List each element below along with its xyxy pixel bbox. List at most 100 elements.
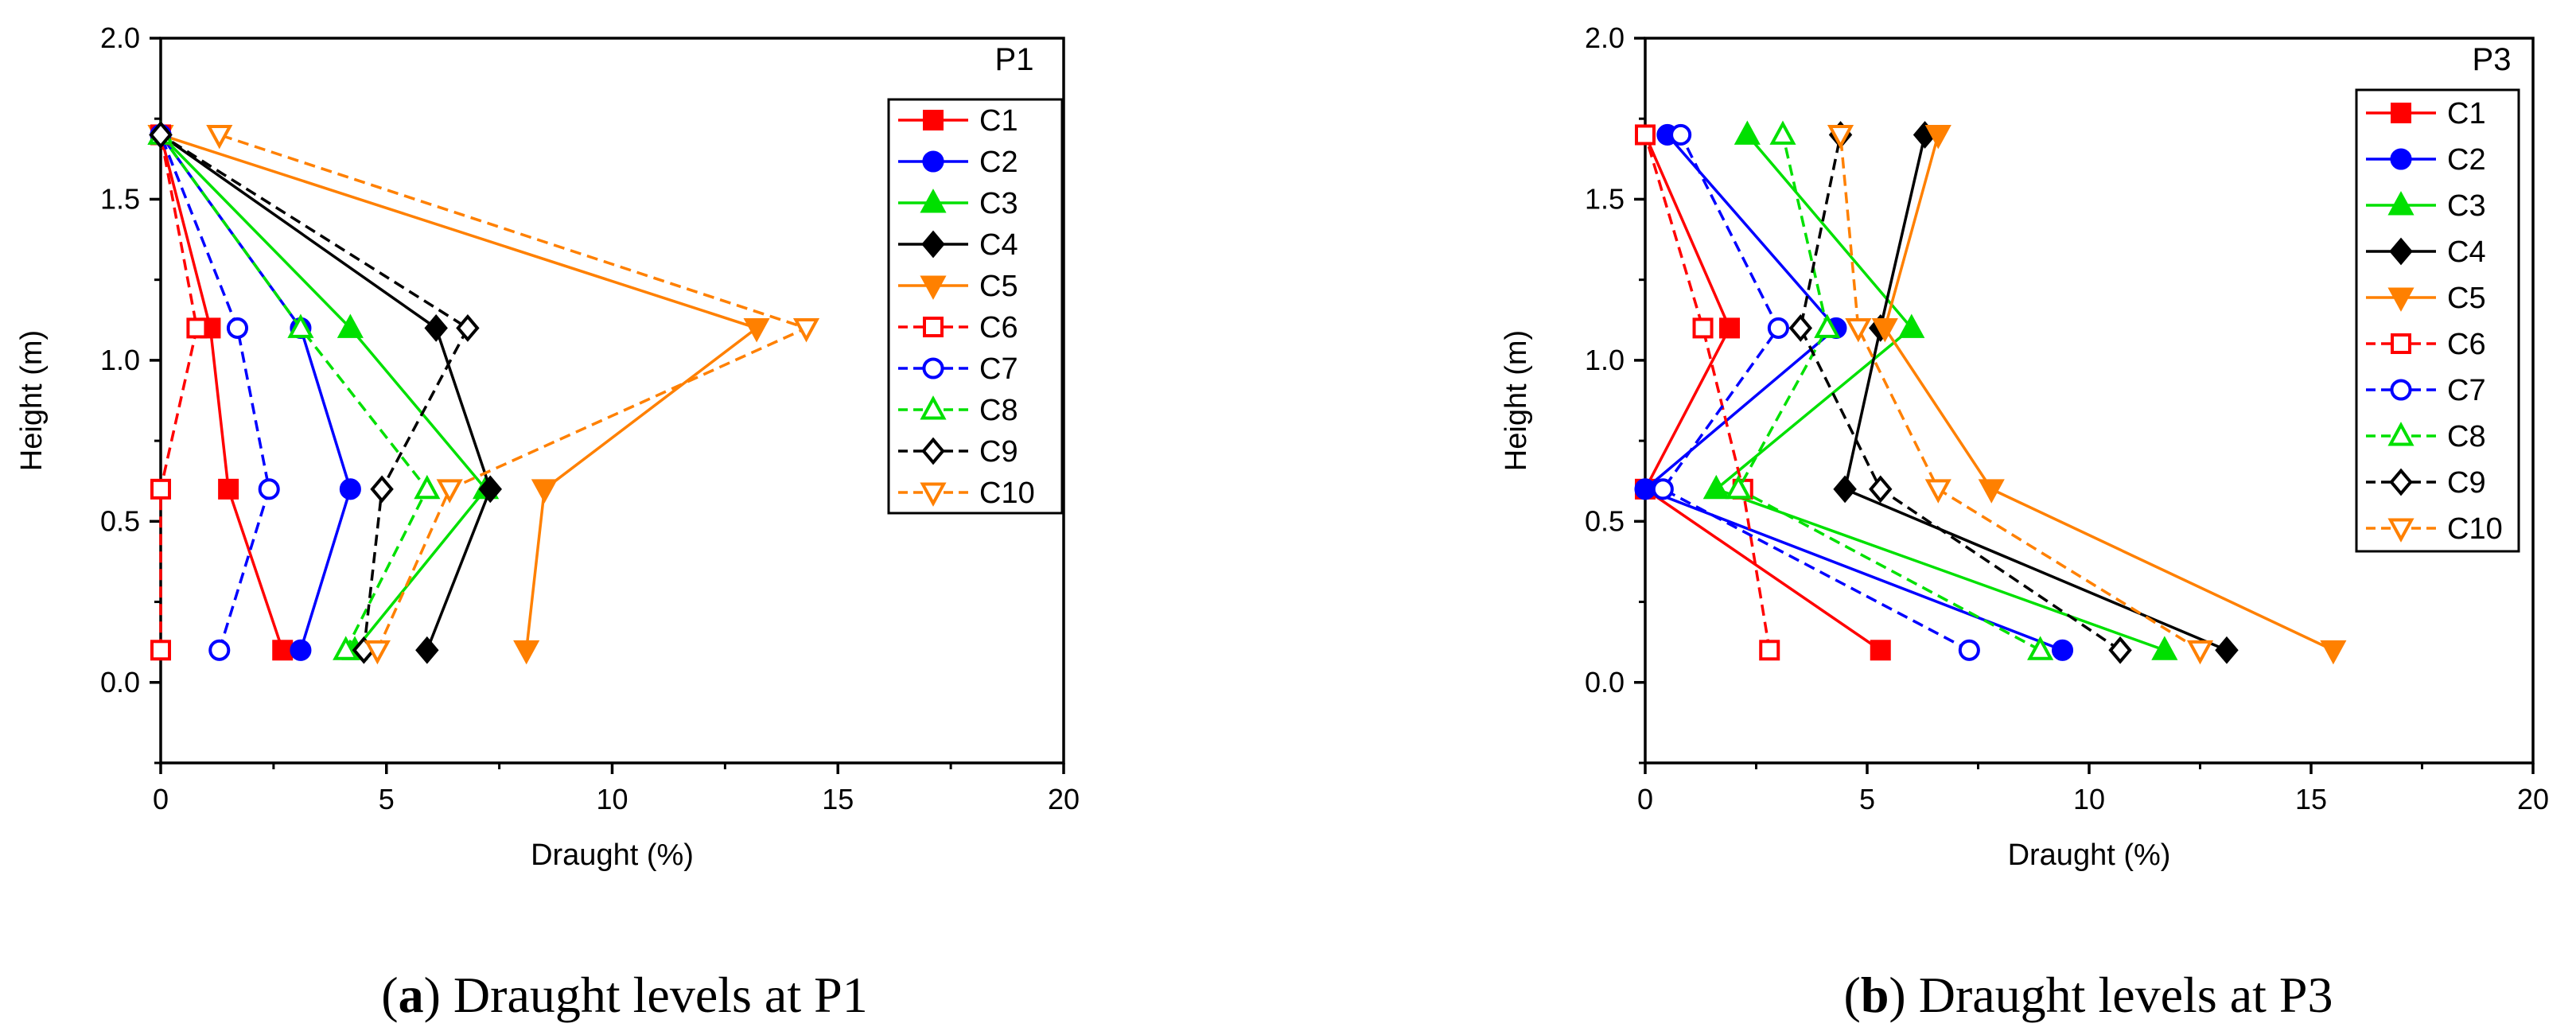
legend: C1 C2 C3 C4 C5 C6 C7 C8 C9 C10 [2355, 88, 2520, 553]
series-line-C8 [159, 134, 429, 652]
data-point-C6 [150, 478, 171, 500]
data-point-C10 [2186, 640, 2214, 665]
data-point-C9 [149, 121, 173, 149]
legend-marker-C1 [923, 110, 944, 130]
legend-marker-C1 [2391, 103, 2411, 123]
series-C10 [206, 125, 820, 665]
legend-label-C5: C5 [979, 270, 1018, 303]
x-tick-label: 15 [2295, 783, 2327, 815]
data-point-C7 [226, 317, 249, 339]
series-C9 [149, 121, 480, 664]
x-tick-label: 5 [1859, 783, 1875, 815]
series-C10 [1827, 125, 2214, 665]
data-point-C7 [208, 639, 231, 661]
legend-marker-C3 [920, 189, 947, 213]
legend-marker-C8 [2387, 422, 2415, 446]
data-point-C6 [186, 317, 208, 339]
y-tick-label: 0.5 [1585, 504, 1625, 537]
series-line-C4 [1843, 134, 2228, 652]
legend-label-C7: C7 [979, 352, 1018, 386]
figure-caption: (b) Draught levels at P3 [1844, 967, 2333, 1023]
x-tick-label: 5 [379, 783, 395, 815]
data-point-C5 [513, 640, 540, 665]
data-point-C9 [370, 475, 394, 504]
legend-marker-C4 [921, 230, 945, 259]
series-line-C6 [1644, 134, 1771, 651]
series-C5 [1871, 125, 2347, 665]
caption-text: Draught levels at P1 [453, 967, 868, 1023]
legend-label-C2: C2 [2447, 143, 2486, 177]
series-line-C1 [1643, 134, 1881, 652]
legend: C1 C2 C3 C4 C5 C6 C7 C8 C9 C10 [887, 98, 1064, 515]
y-tick-label: 1.0 [1585, 344, 1625, 376]
data-point-C8 [333, 636, 360, 660]
y-axis-label: Height (m) [1500, 330, 1533, 471]
data-point-C9 [1788, 314, 1813, 342]
legend-marker-C2 [922, 150, 944, 173]
series-C9 [1788, 121, 2132, 664]
y-axis-label: Height (m) [15, 330, 49, 471]
y-tick-label: 1.0 [100, 344, 140, 376]
data-point-C1 [218, 478, 239, 500]
y-tick-label: 0.0 [100, 666, 140, 698]
data-point-C7 [1652, 478, 1674, 500]
series-line-C9 [160, 133, 470, 651]
data-point-C9 [2108, 636, 2132, 664]
legend-marker-C2 [2390, 148, 2412, 170]
series-C8 [147, 120, 441, 660]
series-C1 [1635, 124, 1891, 661]
series-C1 [150, 124, 294, 661]
caption-paren-open: ( [381, 967, 398, 1023]
legend-marker-C7 [2390, 379, 2412, 401]
data-point-C3 [1898, 313, 1925, 338]
data-point-C8 [1725, 474, 1752, 500]
data-point-C8 [1814, 313, 1841, 338]
x-tick-label: 10 [596, 783, 628, 815]
figure-caption: (a) Draught levels at P1 [381, 967, 867, 1023]
data-point-C6 [1759, 640, 1780, 661]
data-point-C3 [2151, 636, 2178, 660]
data-point-C5 [1924, 125, 1951, 150]
data-point-C7 [1767, 317, 1789, 339]
legend-label-C5: C5 [2447, 282, 2486, 315]
legend-label-C1: C1 [2447, 97, 2486, 130]
legend-label-C9: C9 [2447, 466, 2486, 500]
data-point-C9 [456, 314, 480, 342]
legend-marker-C10 [920, 482, 947, 507]
caption-paren-open: ( [1844, 967, 1861, 1023]
legend-marker-C5 [920, 275, 947, 300]
series-line-C2 [1642, 134, 2064, 652]
x-axis-label: Draught (%) [2008, 839, 2171, 872]
data-point-C5 [531, 479, 558, 504]
series-line-C7 [1660, 134, 1971, 652]
series-C8 [1725, 120, 2054, 660]
series-C6 [1635, 124, 1780, 661]
legend-label-C4: C4 [979, 228, 1018, 262]
x-tick-label: 20 [1048, 783, 1080, 815]
legend-marker-C9 [2389, 468, 2413, 496]
data-point-C2 [1634, 478, 1656, 500]
x-tick-label: 10 [2073, 783, 2105, 815]
y-tick-label: 0.5 [100, 504, 140, 537]
data-point-C3 [337, 313, 364, 338]
data-point-C10 [206, 125, 233, 150]
legend-marker-C4 [2389, 237, 2413, 266]
panel-label: P1 [995, 42, 1034, 77]
x-tick-label: 20 [2517, 783, 2549, 815]
legend-label-C3: C3 [2447, 189, 2486, 223]
chart-panel-b: 0 5 10 15 20 0.0 0.5 1.0 1.5 2.0 Draught (%) Height… [1500, 21, 2549, 1023]
data-point-C2 [290, 639, 312, 661]
series-C3 [1702, 120, 2178, 660]
series-line-C2 [159, 134, 352, 651]
legend-marker-C6 [2391, 333, 2411, 354]
data-point-C7 [1958, 639, 1980, 661]
data-point-C8 [287, 313, 314, 338]
legend-label-C3: C3 [979, 187, 1018, 220]
data-point-C4 [478, 475, 502, 504]
data-point-C1 [272, 640, 294, 661]
legend-marker-C9 [921, 437, 945, 465]
data-point-C2 [339, 478, 361, 500]
legend-box [2355, 88, 2520, 553]
data-point-C3 [1702, 474, 1730, 500]
